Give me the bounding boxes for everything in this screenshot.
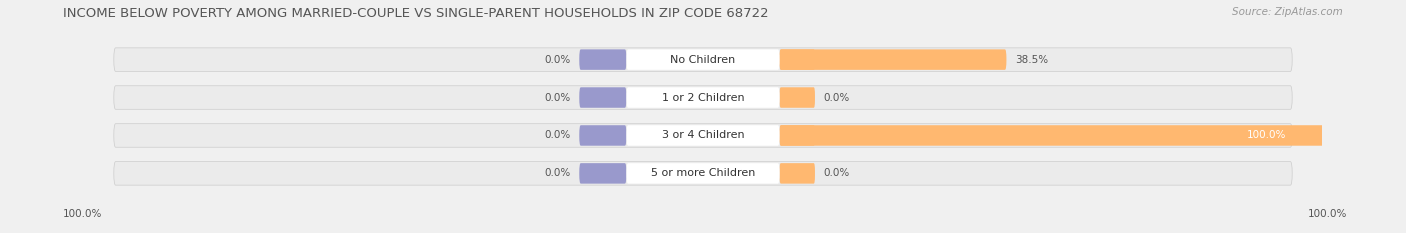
Text: 0.0%: 0.0% <box>544 93 571 103</box>
FancyBboxPatch shape <box>579 87 627 108</box>
FancyBboxPatch shape <box>627 163 779 184</box>
FancyBboxPatch shape <box>779 125 1369 146</box>
FancyBboxPatch shape <box>779 125 815 146</box>
FancyBboxPatch shape <box>627 49 779 70</box>
Text: Source: ZipAtlas.com: Source: ZipAtlas.com <box>1232 7 1343 17</box>
FancyBboxPatch shape <box>579 163 627 184</box>
Text: 3 or 4 Children: 3 or 4 Children <box>662 130 744 140</box>
Text: 5 or more Children: 5 or more Children <box>651 168 755 178</box>
Text: No Children: No Children <box>671 55 735 65</box>
FancyBboxPatch shape <box>114 48 1292 71</box>
FancyBboxPatch shape <box>114 86 1292 109</box>
Text: 0.0%: 0.0% <box>824 93 851 103</box>
Text: 38.5%: 38.5% <box>1015 55 1049 65</box>
FancyBboxPatch shape <box>579 49 627 70</box>
Text: 100.0%: 100.0% <box>63 209 103 219</box>
Text: 100.0%: 100.0% <box>1247 130 1286 140</box>
FancyBboxPatch shape <box>779 49 1007 70</box>
Text: 0.0%: 0.0% <box>544 168 571 178</box>
FancyBboxPatch shape <box>779 163 815 184</box>
FancyBboxPatch shape <box>779 87 815 108</box>
Text: 100.0%: 100.0% <box>1308 209 1347 219</box>
Text: 0.0%: 0.0% <box>544 55 571 65</box>
FancyBboxPatch shape <box>627 87 779 108</box>
Text: 0.0%: 0.0% <box>544 130 571 140</box>
FancyBboxPatch shape <box>114 124 1292 147</box>
Text: 1 or 2 Children: 1 or 2 Children <box>662 93 744 103</box>
FancyBboxPatch shape <box>579 125 627 146</box>
Text: 0.0%: 0.0% <box>824 168 851 178</box>
Text: INCOME BELOW POVERTY AMONG MARRIED-COUPLE VS SINGLE-PARENT HOUSEHOLDS IN ZIP COD: INCOME BELOW POVERTY AMONG MARRIED-COUPL… <box>63 7 769 20</box>
FancyBboxPatch shape <box>779 49 815 70</box>
FancyBboxPatch shape <box>114 162 1292 185</box>
FancyBboxPatch shape <box>627 125 779 146</box>
